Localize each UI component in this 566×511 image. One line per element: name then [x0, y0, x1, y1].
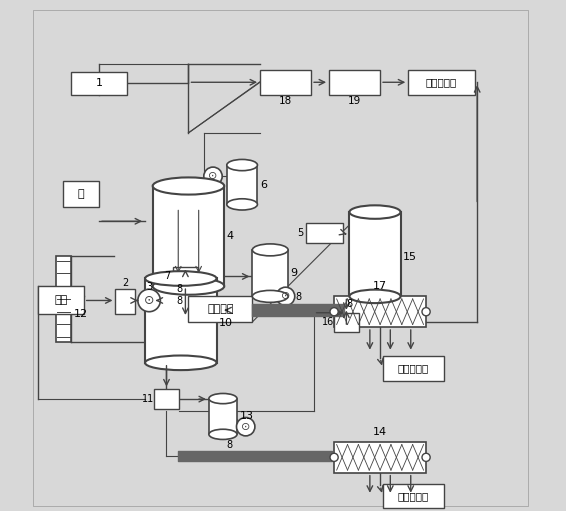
Ellipse shape — [349, 290, 401, 303]
Bar — [209, 399, 237, 434]
Text: 16: 16 — [323, 317, 335, 328]
Circle shape — [330, 453, 338, 461]
Text: 4: 4 — [227, 231, 234, 241]
Bar — [55, 256, 71, 342]
Ellipse shape — [252, 290, 288, 303]
Ellipse shape — [349, 205, 401, 219]
FancyBboxPatch shape — [71, 72, 127, 95]
Text: 2: 2 — [122, 277, 128, 288]
Bar — [227, 165, 258, 204]
Text: 8: 8 — [295, 292, 301, 303]
Circle shape — [330, 308, 338, 316]
FancyBboxPatch shape — [188, 296, 252, 322]
Text: ⊙: ⊙ — [208, 171, 218, 181]
FancyBboxPatch shape — [383, 484, 444, 508]
Circle shape — [138, 289, 160, 312]
Ellipse shape — [153, 177, 224, 195]
Text: 14: 14 — [373, 427, 387, 437]
Text: 1: 1 — [96, 78, 102, 88]
Bar — [145, 278, 217, 363]
Text: 氯化铵产品: 氯化铵产品 — [398, 363, 429, 374]
Bar — [349, 212, 401, 296]
Ellipse shape — [227, 199, 258, 210]
FancyBboxPatch shape — [63, 181, 99, 207]
FancyBboxPatch shape — [334, 313, 359, 332]
Text: 12: 12 — [74, 309, 88, 319]
Bar — [334, 442, 426, 473]
Text: 17: 17 — [373, 281, 387, 291]
Text: 8: 8 — [176, 284, 182, 294]
Text: 15: 15 — [403, 252, 417, 262]
Text: ⊙: ⊙ — [144, 294, 155, 307]
FancyBboxPatch shape — [173, 267, 198, 286]
Bar — [252, 250, 288, 296]
Text: 8: 8 — [226, 439, 233, 450]
Circle shape — [422, 453, 430, 461]
Ellipse shape — [145, 271, 217, 286]
Text: 11: 11 — [142, 394, 154, 404]
Text: 8: 8 — [346, 299, 353, 309]
Ellipse shape — [227, 159, 258, 171]
FancyBboxPatch shape — [306, 223, 343, 243]
Text: ⊙: ⊙ — [281, 291, 290, 301]
Text: 水: 水 — [78, 189, 84, 199]
Ellipse shape — [145, 356, 217, 370]
Text: 13: 13 — [239, 411, 254, 422]
FancyBboxPatch shape — [408, 70, 475, 95]
FancyBboxPatch shape — [329, 70, 380, 95]
Text: ⊙: ⊙ — [241, 422, 250, 432]
Bar — [153, 186, 224, 286]
Circle shape — [276, 287, 295, 306]
Circle shape — [204, 167, 222, 185]
Text: 5: 5 — [297, 228, 303, 238]
Text: 18: 18 — [279, 96, 292, 106]
FancyBboxPatch shape — [260, 70, 311, 95]
Text: 10: 10 — [219, 318, 233, 329]
FancyBboxPatch shape — [38, 286, 84, 314]
Ellipse shape — [153, 277, 224, 295]
Circle shape — [237, 417, 255, 436]
FancyBboxPatch shape — [115, 289, 135, 314]
Text: 轻质碳酸镁: 轻质碳酸镁 — [398, 491, 429, 501]
Text: 9: 9 — [291, 268, 298, 278]
Text: 8: 8 — [176, 296, 182, 307]
Text: 19: 19 — [348, 96, 361, 106]
FancyBboxPatch shape — [154, 389, 179, 409]
Circle shape — [422, 308, 430, 316]
Bar — [334, 296, 426, 327]
Text: 6: 6 — [260, 180, 267, 190]
Text: 氯化铵产品: 氯化铵产品 — [426, 77, 457, 87]
Ellipse shape — [209, 393, 237, 404]
Ellipse shape — [209, 429, 237, 439]
Ellipse shape — [252, 244, 288, 256]
Text: 3: 3 — [146, 282, 152, 292]
Text: 7: 7 — [164, 271, 170, 282]
FancyBboxPatch shape — [383, 356, 444, 381]
Text: 烟气: 烟气 — [54, 295, 67, 305]
Text: 富镁矿物: 富镁矿物 — [207, 304, 234, 314]
